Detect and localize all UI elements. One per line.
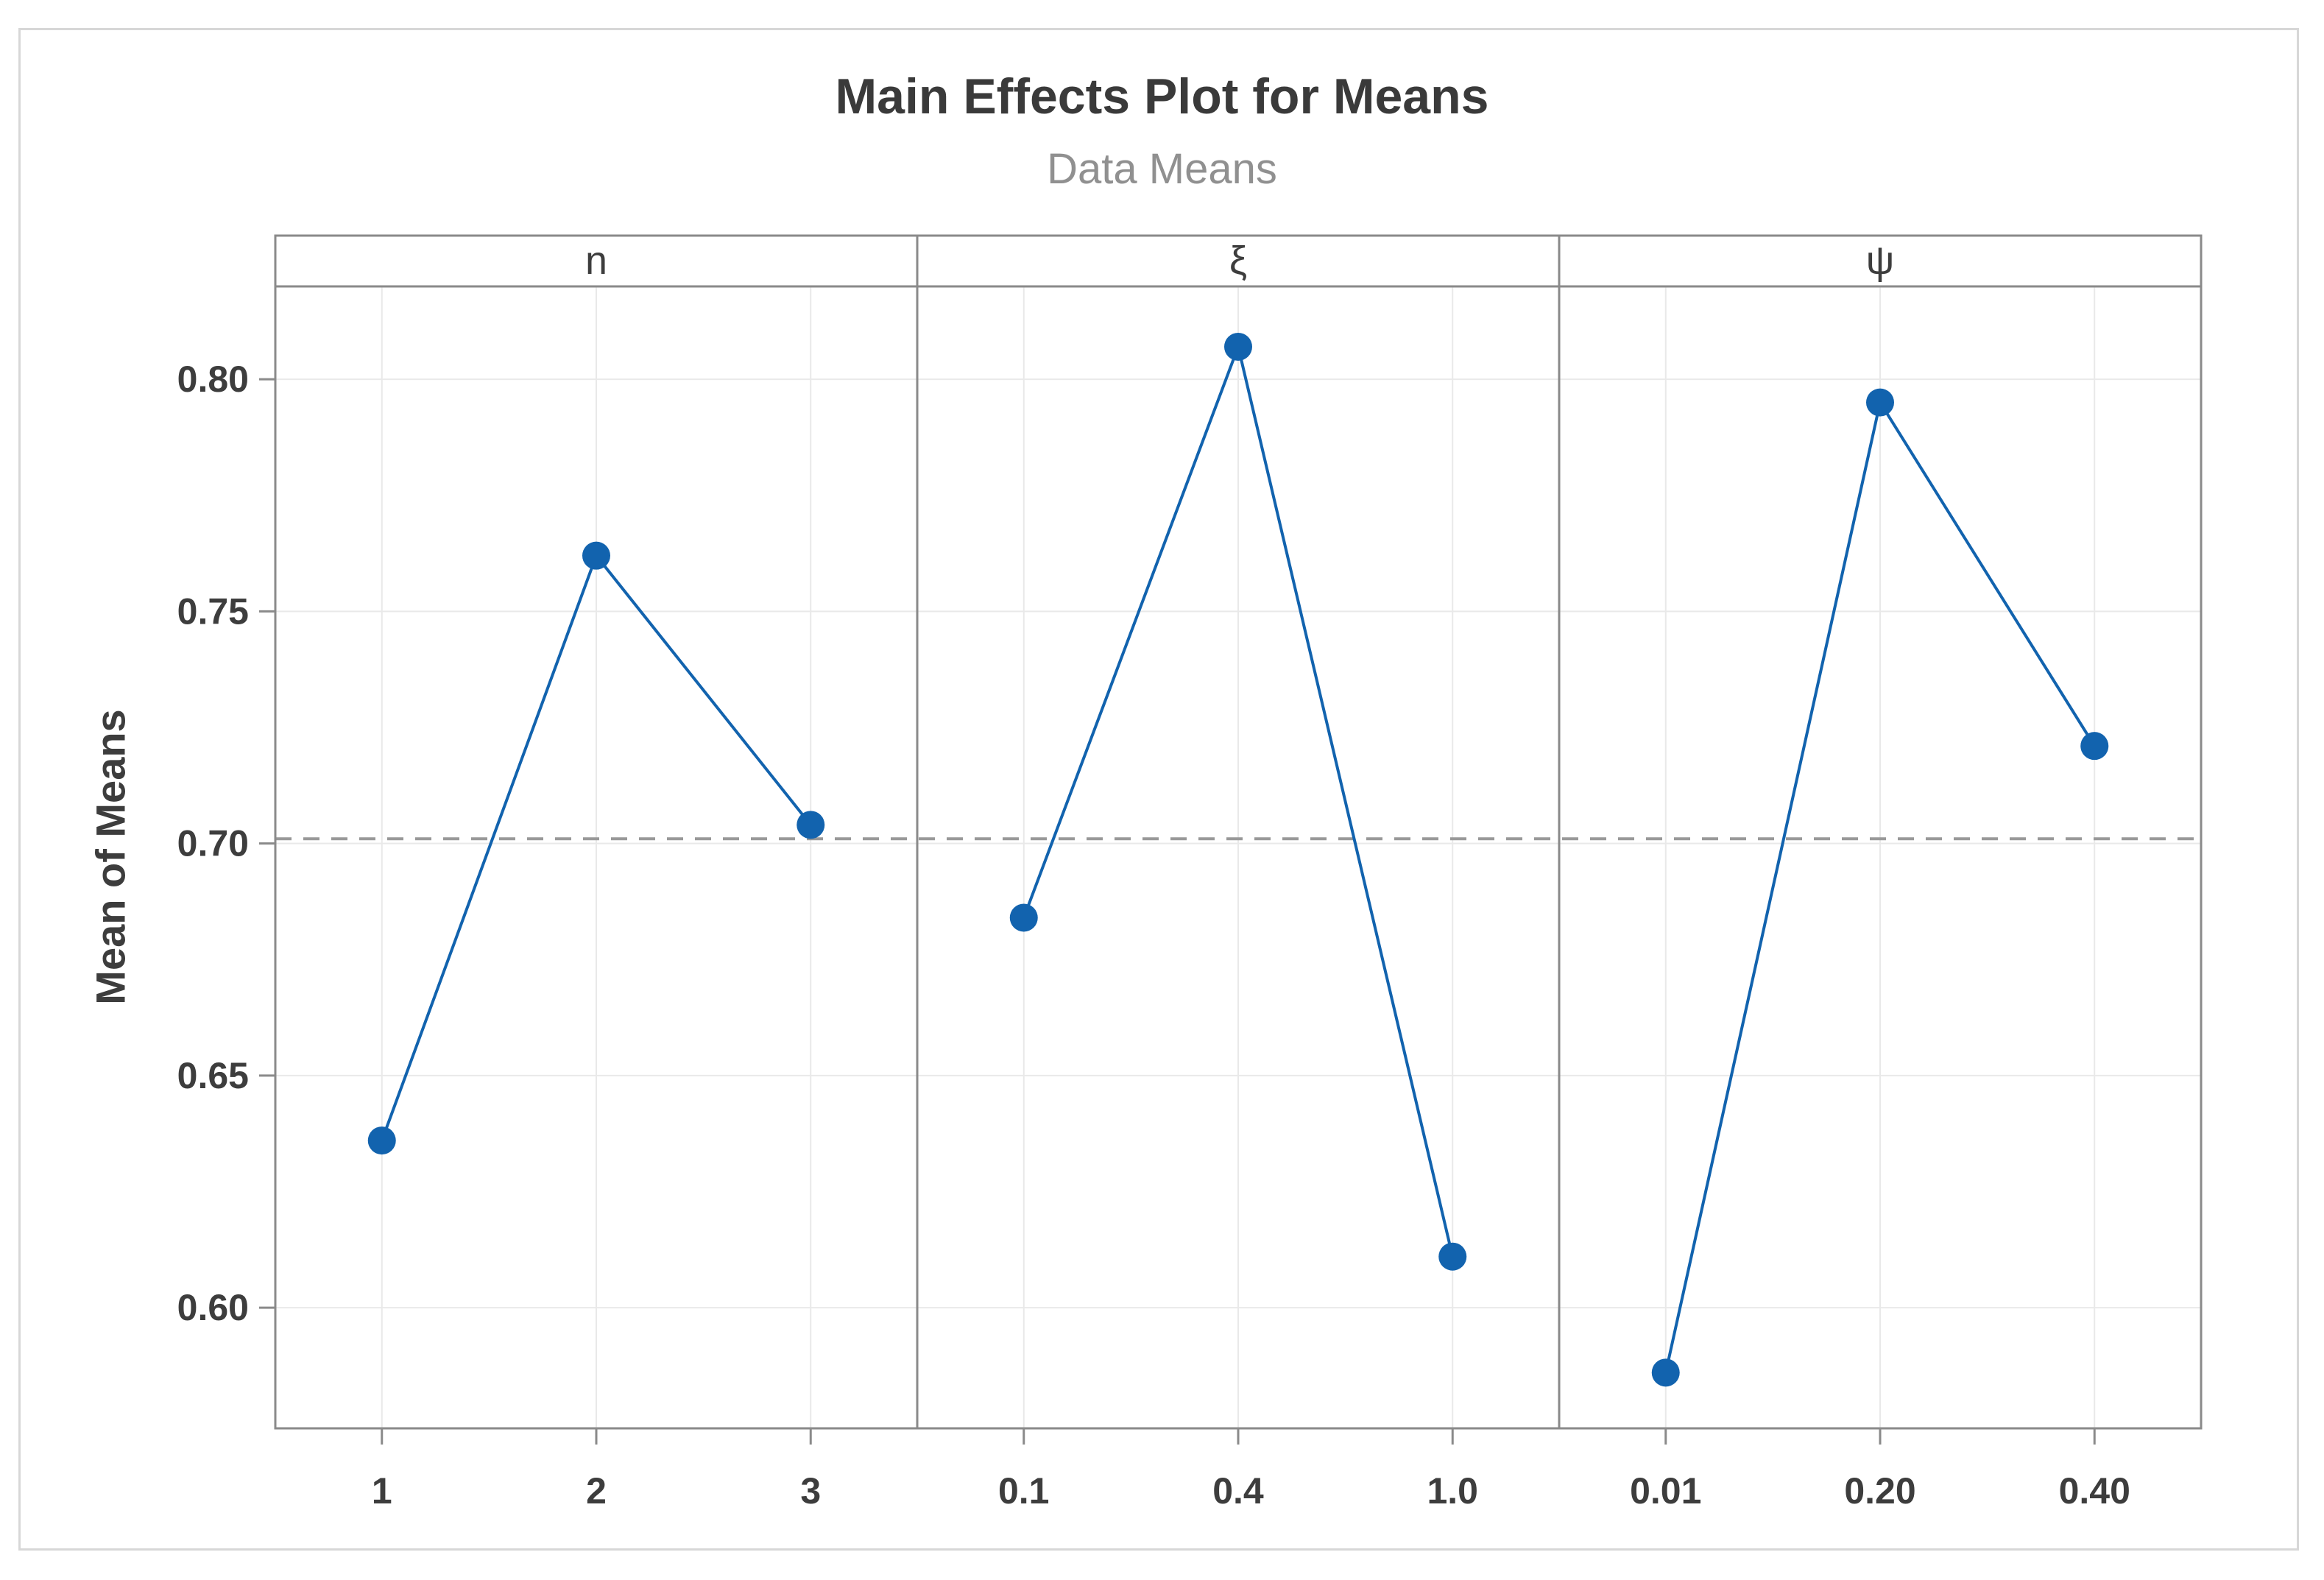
- data-point: [2080, 732, 2109, 761]
- chart-subtitle: Data Means: [1047, 145, 1277, 193]
- y-tick-label: 0.65: [177, 1055, 249, 1096]
- x-tick-label: 1.0: [1427, 1470, 1478, 1512]
- x-tick-label: 1: [372, 1470, 392, 1512]
- panel-header-label: ψ: [1866, 239, 1895, 283]
- x-tick-label: 0.01: [1630, 1470, 1701, 1512]
- y-tick-label: 0.70: [177, 823, 249, 864]
- data-point: [797, 811, 825, 839]
- data-point: [1224, 332, 1252, 361]
- x-tick-label: 0.40: [2059, 1470, 2130, 1512]
- y-tick-label: 0.75: [177, 590, 249, 632]
- panel-header-label: n: [585, 239, 607, 283]
- x-tick-label: 0.20: [1844, 1470, 1915, 1512]
- data-point: [582, 541, 610, 570]
- y-tick-label: 0.80: [177, 359, 249, 400]
- data-point: [1438, 1242, 1467, 1271]
- x-tick-label: 3: [800, 1470, 821, 1512]
- plot-card: [18, 28, 2299, 1551]
- data-point: [1651, 1358, 1680, 1387]
- panel-header-label: ξ: [1229, 239, 1247, 283]
- data-point: [367, 1126, 396, 1155]
- data-point: [1866, 388, 1894, 417]
- y-tick-label: 0.60: [177, 1287, 249, 1328]
- x-tick-label: 2: [586, 1470, 607, 1512]
- x-tick-label: 0.1: [998, 1470, 1050, 1512]
- x-tick-label: 0.4: [1212, 1470, 1264, 1512]
- chart-title: Main Effects Plot for Means: [835, 68, 1489, 124]
- data-point: [1009, 903, 1038, 932]
